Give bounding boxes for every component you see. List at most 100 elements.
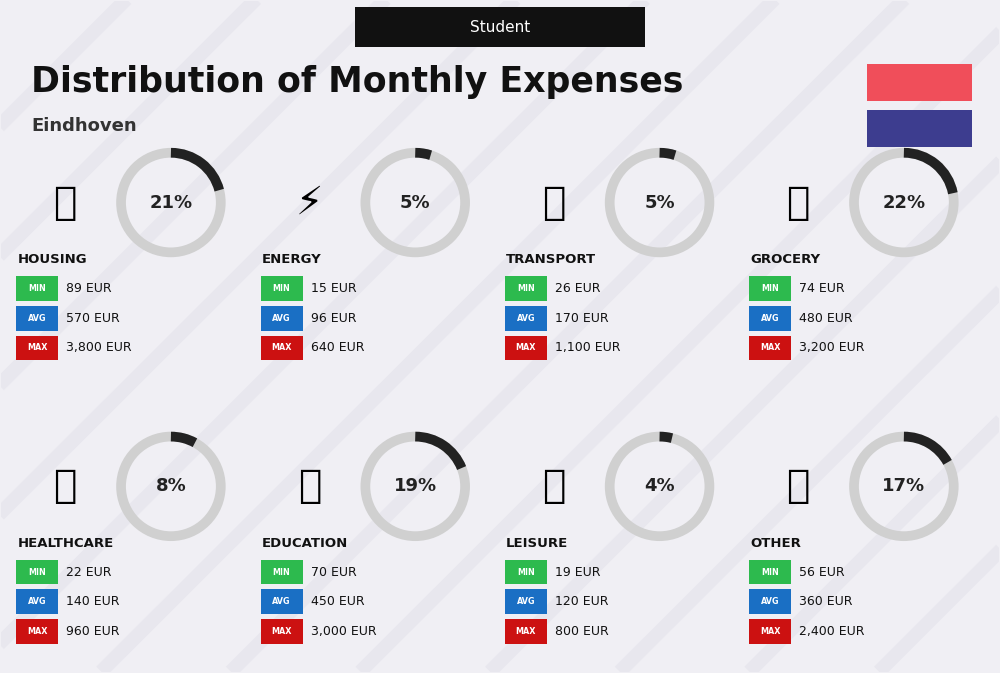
Text: 960 EUR: 960 EUR — [66, 625, 120, 638]
Text: 5%: 5% — [644, 194, 675, 211]
FancyBboxPatch shape — [261, 619, 303, 644]
FancyBboxPatch shape — [749, 619, 791, 644]
FancyBboxPatch shape — [261, 306, 303, 330]
FancyBboxPatch shape — [749, 336, 791, 361]
Text: GROCERY: GROCERY — [750, 253, 820, 267]
Text: AVG: AVG — [761, 598, 779, 606]
Text: 360 EUR: 360 EUR — [799, 596, 853, 608]
FancyBboxPatch shape — [749, 306, 791, 330]
Text: 8%: 8% — [156, 477, 186, 495]
Text: 3,800 EUR: 3,800 EUR — [66, 341, 132, 355]
Text: 89 EUR: 89 EUR — [66, 282, 112, 295]
Text: ENERGY: ENERGY — [262, 253, 321, 267]
FancyBboxPatch shape — [749, 559, 791, 584]
Text: AVG: AVG — [272, 598, 291, 606]
Text: EDUCATION: EDUCATION — [262, 537, 348, 550]
Text: 74 EUR: 74 EUR — [799, 282, 845, 295]
Text: MAX: MAX — [27, 627, 47, 636]
FancyBboxPatch shape — [505, 619, 547, 644]
Text: MAX: MAX — [516, 343, 536, 353]
FancyBboxPatch shape — [749, 276, 791, 301]
Text: MIN: MIN — [517, 284, 535, 293]
Text: ⚡: ⚡ — [296, 184, 323, 221]
FancyBboxPatch shape — [505, 336, 547, 361]
Text: 22 EUR: 22 EUR — [66, 565, 112, 579]
Text: 21%: 21% — [149, 194, 192, 211]
FancyBboxPatch shape — [16, 619, 58, 644]
FancyBboxPatch shape — [261, 336, 303, 361]
Text: MAX: MAX — [271, 343, 292, 353]
Text: MAX: MAX — [516, 627, 536, 636]
Text: AVG: AVG — [761, 314, 779, 322]
Text: 🏥: 🏥 — [54, 467, 77, 505]
FancyBboxPatch shape — [867, 64, 972, 101]
Text: 480 EUR: 480 EUR — [799, 312, 853, 324]
Text: 570 EUR: 570 EUR — [66, 312, 120, 324]
Text: 🛍: 🛍 — [542, 467, 566, 505]
Text: MIN: MIN — [517, 567, 535, 577]
Text: 56 EUR: 56 EUR — [799, 565, 845, 579]
Text: 140 EUR: 140 EUR — [66, 596, 120, 608]
Text: 19 EUR: 19 EUR — [555, 565, 600, 579]
Text: 19%: 19% — [394, 477, 437, 495]
Text: 🏢: 🏢 — [54, 184, 77, 221]
Text: 5%: 5% — [400, 194, 431, 211]
Text: MIN: MIN — [28, 284, 46, 293]
FancyBboxPatch shape — [261, 590, 303, 614]
FancyBboxPatch shape — [16, 559, 58, 584]
Text: 450 EUR: 450 EUR — [311, 596, 364, 608]
Text: TRANSPORT: TRANSPORT — [506, 253, 596, 267]
FancyBboxPatch shape — [16, 306, 58, 330]
Text: 15 EUR: 15 EUR — [311, 282, 356, 295]
Text: Eindhoven: Eindhoven — [31, 117, 137, 135]
Text: 22%: 22% — [882, 194, 925, 211]
Text: LEISURE: LEISURE — [506, 537, 568, 550]
Text: 🛒: 🛒 — [786, 184, 810, 221]
Text: 🎓: 🎓 — [298, 467, 321, 505]
Text: 26 EUR: 26 EUR — [555, 282, 600, 295]
Text: HOUSING: HOUSING — [17, 253, 87, 267]
Text: 640 EUR: 640 EUR — [311, 341, 364, 355]
Text: 3,000 EUR: 3,000 EUR — [311, 625, 376, 638]
FancyBboxPatch shape — [505, 276, 547, 301]
FancyBboxPatch shape — [749, 590, 791, 614]
Text: AVG: AVG — [28, 314, 47, 322]
Text: HEALTHCARE: HEALTHCARE — [17, 537, 114, 550]
Text: MAX: MAX — [760, 627, 780, 636]
Text: MIN: MIN — [28, 567, 46, 577]
Text: MIN: MIN — [273, 567, 290, 577]
FancyBboxPatch shape — [16, 590, 58, 614]
Text: AVG: AVG — [28, 598, 47, 606]
Text: 3,200 EUR: 3,200 EUR — [799, 341, 865, 355]
Text: 4%: 4% — [644, 477, 675, 495]
Text: 💰: 💰 — [786, 467, 810, 505]
Text: Student: Student — [470, 20, 530, 35]
FancyBboxPatch shape — [505, 306, 547, 330]
Text: 1,100 EUR: 1,100 EUR — [555, 341, 620, 355]
Text: 2,400 EUR: 2,400 EUR — [799, 625, 865, 638]
Text: 17%: 17% — [882, 477, 925, 495]
Text: 70 EUR: 70 EUR — [311, 565, 356, 579]
FancyBboxPatch shape — [261, 559, 303, 584]
FancyBboxPatch shape — [505, 590, 547, 614]
Text: 96 EUR: 96 EUR — [311, 312, 356, 324]
Text: AVG: AVG — [272, 314, 291, 322]
Text: Distribution of Monthly Expenses: Distribution of Monthly Expenses — [31, 65, 684, 99]
Text: OTHER: OTHER — [750, 537, 801, 550]
Text: MIN: MIN — [761, 567, 779, 577]
Text: 170 EUR: 170 EUR — [555, 312, 608, 324]
Text: 120 EUR: 120 EUR — [555, 596, 608, 608]
Text: MIN: MIN — [273, 284, 290, 293]
FancyBboxPatch shape — [16, 276, 58, 301]
Text: MAX: MAX — [271, 627, 292, 636]
FancyBboxPatch shape — [505, 559, 547, 584]
FancyBboxPatch shape — [355, 7, 645, 47]
Text: 🚌: 🚌 — [542, 184, 566, 221]
Text: MAX: MAX — [27, 343, 47, 353]
FancyBboxPatch shape — [261, 276, 303, 301]
FancyBboxPatch shape — [867, 110, 972, 147]
FancyBboxPatch shape — [16, 336, 58, 361]
Text: MIN: MIN — [761, 284, 779, 293]
Text: AVG: AVG — [517, 314, 535, 322]
Text: AVG: AVG — [517, 598, 535, 606]
